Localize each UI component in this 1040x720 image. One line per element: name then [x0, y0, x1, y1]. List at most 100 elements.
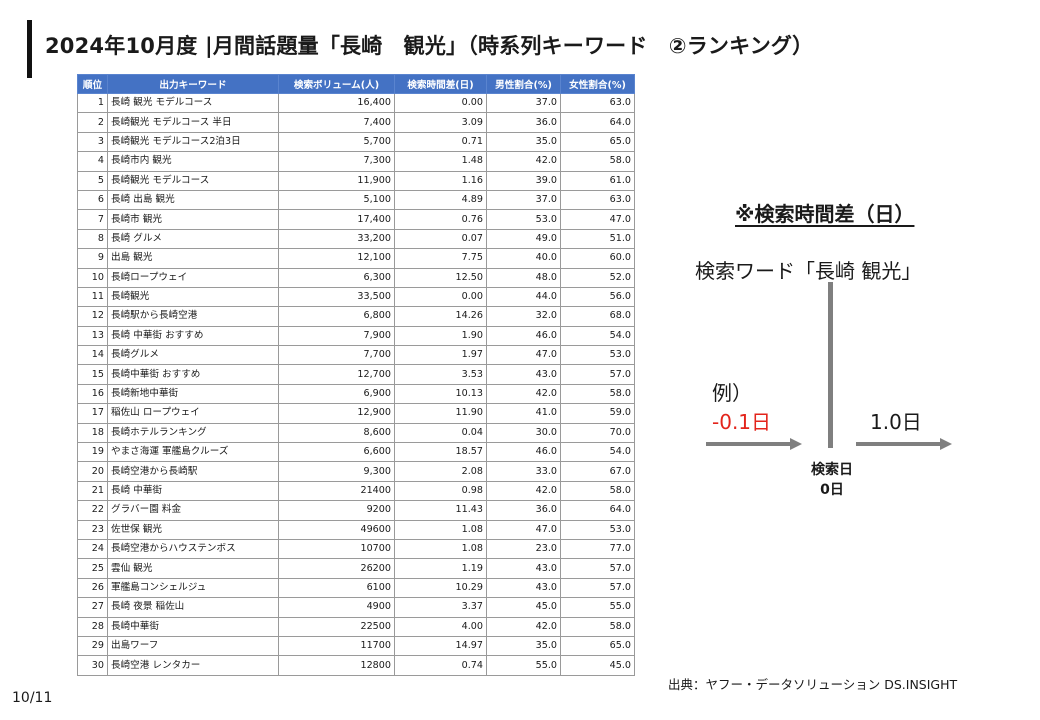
cell-search-volume: 33,200	[278, 228, 395, 250]
cell-keyword: 稲佐山 ロープウェイ	[107, 403, 279, 424]
cell-rank: 21	[77, 480, 108, 502]
cell-keyword: やまさ海運 軍艦島クルーズ	[107, 442, 279, 463]
cell-time-diff: 0.00	[394, 92, 487, 114]
negative-example-value: -0.1日	[712, 410, 772, 434]
cell-female-ratio: 64.0	[560, 112, 635, 133]
cell-keyword: 長崎 出島 観光	[107, 189, 279, 211]
cell-search-volume: 6,600	[278, 442, 395, 463]
cell-time-diff: 11.90	[394, 403, 487, 424]
cell-male-ratio: 35.0	[486, 131, 561, 153]
cell-search-volume: 12,900	[278, 403, 395, 424]
cell-female-ratio: 59.0	[560, 403, 635, 424]
cell-search-volume: 10700	[278, 538, 395, 560]
cell-rank: 14	[77, 345, 108, 366]
cell-time-diff: 18.57	[394, 442, 487, 463]
cell-search-volume: 12,100	[278, 248, 395, 269]
cell-female-ratio: 47.0	[560, 209, 635, 230]
cell-female-ratio: 54.0	[560, 325, 635, 347]
cell-rank: 16	[77, 383, 108, 405]
table-row: 28 長崎中華街 22500 4.00 42.0 58.0	[77, 616, 635, 637]
cell-female-ratio: 63.0	[560, 189, 635, 211]
cell-female-ratio: 58.0	[560, 151, 635, 172]
cell-male-ratio: 43.0	[486, 577, 561, 599]
cell-male-ratio: 53.0	[486, 209, 561, 230]
cell-search-volume: 5,700	[278, 131, 395, 153]
cell-rank: 2	[77, 112, 108, 133]
cell-keyword: 長崎空港から長崎駅	[107, 461, 279, 482]
cell-rank: 23	[77, 519, 108, 540]
cell-rank: 6	[77, 189, 108, 211]
table-row: 12 長崎駅から長崎空港 6,800 14.26 32.0 68.0	[77, 306, 635, 327]
cell-male-ratio: 44.0	[486, 286, 561, 308]
cell-rank: 15	[77, 364, 108, 385]
cell-male-ratio: 42.0	[486, 616, 561, 637]
cell-female-ratio: 45.0	[560, 655, 635, 676]
cell-female-ratio: 67.0	[560, 461, 635, 482]
cell-rank: 26	[77, 577, 108, 599]
cell-search-volume: 7,400	[278, 112, 395, 133]
cell-female-ratio: 70.0	[560, 422, 635, 444]
cell-time-diff: 1.97	[394, 345, 487, 366]
cell-search-volume: 26200	[278, 558, 395, 579]
page-number: 10/11	[12, 690, 53, 706]
cell-female-ratio: 65.0	[560, 131, 635, 153]
cell-time-diff: 4.89	[394, 189, 487, 211]
cell-time-diff: 10.29	[394, 577, 487, 599]
cell-search-volume: 6100	[278, 577, 395, 599]
table-row: 9 出島 観光 12,100 7.75 40.0 60.0	[77, 248, 635, 269]
search-day-label: 検索日 0日	[790, 460, 874, 500]
table-row: 1 長崎 観光 モデルコース 16,400 0.00 37.0 63.0	[77, 92, 635, 114]
source-credit: 出典：ヤフー・データソリューション DS.INSIGHT	[668, 677, 958, 692]
cell-keyword: グラバー園 料金	[107, 500, 279, 521]
header-male-ratio: 男性割合(%)	[486, 74, 561, 94]
cell-keyword: 長崎 グルメ	[107, 228, 279, 250]
table-row: 22 グラバー園 料金 9200 11.43 36.0 64.0	[77, 500, 635, 521]
cell-search-volume: 7,700	[278, 345, 395, 366]
header-female-ratio: 女性割合(%)	[560, 74, 635, 94]
cell-time-diff: 14.97	[394, 635, 487, 657]
search-day-axis-line	[828, 282, 833, 448]
cell-male-ratio: 43.0	[486, 558, 561, 579]
table-row: 3 長崎観光 モデルコース2泊3日 5,700 0.71 35.0 65.0	[77, 131, 635, 153]
cell-male-ratio: 47.0	[486, 345, 561, 366]
table-body: 1 長崎 観光 モデルコース 16,400 0.00 37.0 63.0 2 長崎観光 モデル…	[77, 92, 635, 676]
header-rank: 順位	[77, 74, 108, 94]
cell-rank: 20	[77, 461, 108, 482]
table-header-row: 順位 出力キーワード 検索ボリューム(人) 検索時間差(日) 男性割合(%) 女…	[77, 74, 635, 94]
cell-male-ratio: 35.0	[486, 635, 561, 657]
cell-keyword: 出島ワーフ	[107, 635, 279, 657]
cell-keyword: 長崎 中華街 おすすめ	[107, 325, 279, 347]
table-row: 18 長崎ホテルランキング 8,600 0.04 30.0 70.0	[77, 422, 635, 444]
cell-male-ratio: 32.0	[486, 306, 561, 327]
cell-rank: 7	[77, 209, 108, 230]
slide-title: 2024年10月度 |月間話題量「長崎 観光」（時系列キーワード ②ランキング）	[45, 34, 814, 58]
cell-time-diff: 10.13	[394, 383, 487, 405]
cell-time-diff: 0.71	[394, 131, 487, 153]
cell-female-ratio: 57.0	[560, 364, 635, 385]
cell-rank: 28	[77, 616, 108, 637]
cell-rank: 11	[77, 286, 108, 308]
cell-time-diff: 1.48	[394, 151, 487, 172]
cell-time-diff: 1.90	[394, 325, 487, 347]
cell-keyword: 軍艦島コンシェルジュ	[107, 577, 279, 599]
cell-male-ratio: 42.0	[486, 151, 561, 172]
cell-rank: 5	[77, 170, 108, 191]
table-row: 27 長崎 夜景 稲佐山 4900 3.37 45.0 55.0	[77, 597, 635, 618]
cell-female-ratio: 57.0	[560, 558, 635, 579]
cell-time-diff: 0.76	[394, 209, 487, 230]
cell-keyword: 長崎中華街	[107, 616, 279, 637]
cell-keyword: 長崎観光 モデルコース	[107, 170, 279, 191]
cell-male-ratio: 49.0	[486, 228, 561, 250]
cell-time-diff: 14.26	[394, 306, 487, 327]
cell-rank: 22	[77, 500, 108, 521]
cell-keyword: 長崎観光 モデルコース 半日	[107, 112, 279, 133]
cell-search-volume: 4900	[278, 597, 395, 618]
cell-rank: 8	[77, 228, 108, 250]
cell-keyword: 長崎市内 観光	[107, 151, 279, 172]
cell-female-ratio: 53.0	[560, 519, 635, 540]
cell-female-ratio: 65.0	[560, 635, 635, 657]
cell-rank: 27	[77, 597, 108, 618]
cell-search-volume: 49600	[278, 519, 395, 540]
cell-keyword: 長崎空港 レンタカー	[107, 655, 279, 676]
cell-rank: 1	[77, 92, 108, 114]
